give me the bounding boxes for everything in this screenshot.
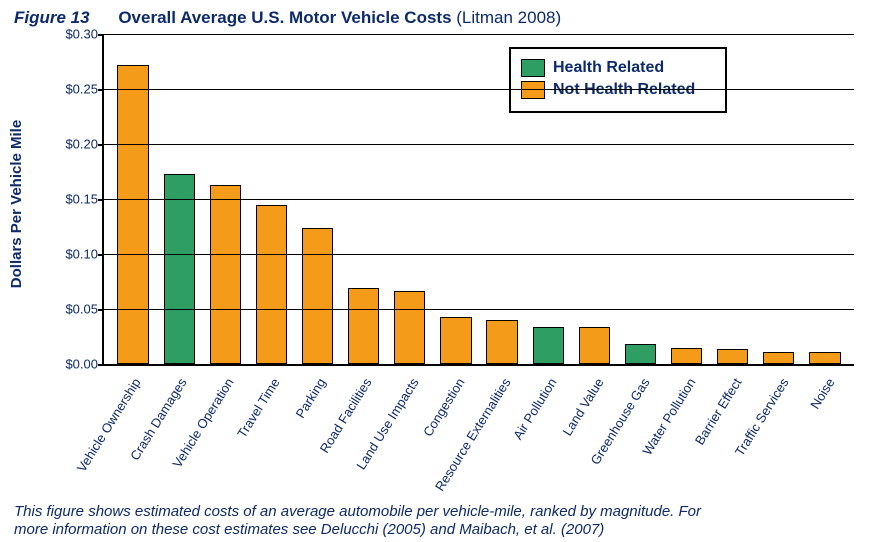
bar — [117, 65, 148, 364]
y-tick-label: $0.10 — [48, 247, 98, 262]
chart: Dollars Per Vehicle Mile Health RelatedN… — [14, 34, 866, 514]
y-tick-label: $0.25 — [48, 82, 98, 97]
bar-slot — [433, 317, 479, 364]
y-tick-mark — [98, 34, 104, 36]
grid-line — [104, 309, 854, 310]
page: Figure 13 Overall Average U.S. Motor Veh… — [0, 0, 880, 542]
bar-slot — [156, 174, 202, 364]
bar-slot — [202, 185, 248, 364]
bar-slot — [756, 352, 802, 364]
y-tick-mark — [98, 89, 104, 91]
bar-slot — [248, 205, 294, 365]
legend-item: Health Related — [521, 59, 711, 77]
x-label-slot: Traffic Services — [756, 366, 802, 516]
x-label-slot: Travel Time — [247, 366, 293, 516]
grid-line — [104, 34, 854, 35]
x-axis-category-label: Parking — [293, 372, 331, 421]
grid-line — [104, 89, 854, 90]
bar — [256, 205, 287, 365]
bar — [348, 288, 379, 364]
bar-slot — [525, 327, 571, 364]
y-tick-mark — [98, 309, 104, 311]
y-tick-label: $0.30 — [48, 27, 98, 42]
plot-area: Health RelatedNot Health Related $0.00$0… — [102, 34, 854, 366]
x-label-slot: Air Pollution — [524, 366, 570, 516]
bar-slot — [617, 344, 663, 364]
bar — [486, 320, 517, 364]
bar-slot — [571, 327, 617, 364]
figure-number: Figure 13 — [14, 8, 90, 27]
bar — [579, 327, 610, 364]
legend-swatch — [521, 59, 545, 77]
figure-caption: This figure shows estimated costs of an … — [14, 503, 866, 541]
bar — [671, 348, 702, 365]
x-label-slot: Resource Externalities — [478, 366, 524, 516]
bar-slot — [110, 65, 156, 364]
caption-line-2: more information on these cost estimates… — [14, 521, 604, 538]
figure-title: Overall Average U.S. Motor Vehicle Costs — [118, 8, 451, 27]
figure-header: Figure 13 Overall Average U.S. Motor Veh… — [14, 8, 866, 28]
grid-line — [104, 254, 854, 255]
legend-label: Not Health Related — [553, 81, 695, 99]
x-label-slot: Vehicle Operation — [201, 366, 247, 516]
y-tick-label: $0.20 — [48, 137, 98, 152]
grid-line — [104, 144, 854, 145]
legend: Health Related Not Health Related — [509, 47, 727, 113]
y-tick-mark — [98, 254, 104, 256]
y-tick-label: $0.05 — [48, 302, 98, 317]
y-tick-mark — [98, 199, 104, 201]
bar-slot — [387, 291, 433, 364]
bar-slot — [802, 352, 848, 364]
bar — [394, 291, 425, 364]
x-axis-labels: Vehicle OwnershipCrash DamagesVehicle Op… — [102, 366, 854, 516]
legend-item: Not Health Related — [521, 81, 711, 99]
bar — [302, 228, 333, 364]
bar-slot — [341, 288, 387, 364]
bar-slot — [479, 320, 525, 364]
bar — [763, 352, 794, 364]
y-axis-label: Dollars Per Vehicle Mile — [8, 54, 28, 354]
bar-slot — [295, 228, 341, 364]
x-label-slot: Noise — [802, 366, 848, 516]
y-tick-label: $0.00 — [48, 357, 98, 372]
caption-line-1: This figure shows estimated costs of an … — [14, 503, 701, 520]
bar — [164, 174, 195, 364]
x-axis-category-label: Noise — [807, 372, 839, 412]
figure-source: (Litman 2008) — [456, 8, 561, 27]
bar-slot — [710, 349, 756, 364]
bar-slot — [664, 348, 710, 365]
bar — [210, 185, 241, 364]
bar — [809, 352, 840, 364]
legend-label: Health Related — [553, 59, 664, 77]
y-tick-mark — [98, 144, 104, 146]
x-label-slot: Land Use Impacts — [386, 366, 432, 516]
legend-swatch — [521, 81, 545, 99]
bar — [717, 349, 748, 364]
grid-line — [104, 199, 854, 200]
bar — [533, 327, 564, 364]
y-tick-label: $0.15 — [48, 192, 98, 207]
bar — [625, 344, 656, 364]
bar — [440, 317, 471, 364]
